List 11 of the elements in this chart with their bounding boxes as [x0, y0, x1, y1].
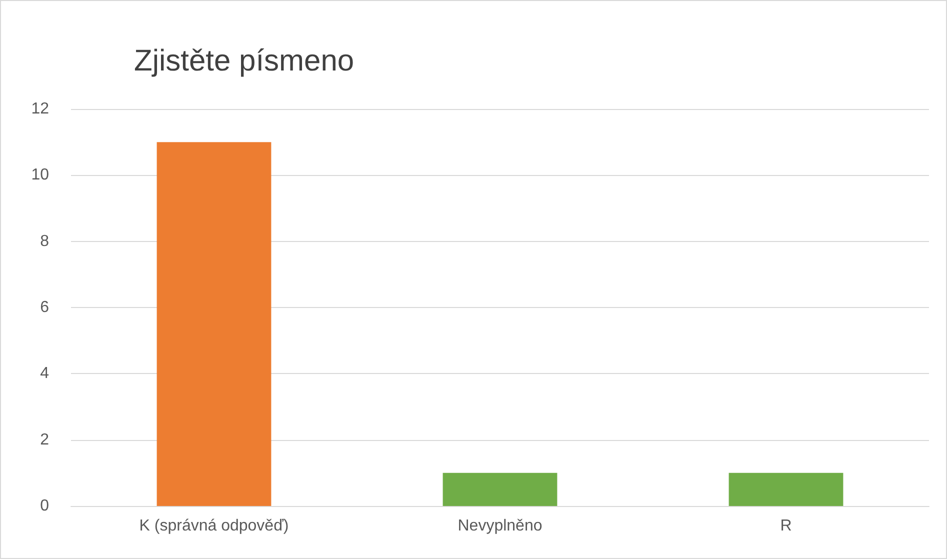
y-tick-label: 4: [40, 365, 50, 382]
y-tick-label: 12: [31, 100, 50, 118]
x-tick-label: Nevyplněno: [458, 518, 542, 534]
x-tick-label: K (správná odpověď): [139, 518, 289, 534]
y-tick-label: 0: [40, 498, 50, 514]
y-tick-label: 10: [31, 166, 50, 184]
y-tick-label: 6: [40, 299, 50, 316]
y-tick-label: 2: [40, 431, 50, 448]
y-tick-label: 8: [40, 232, 50, 250]
chart-title: Zjistěte písmeno: [134, 44, 354, 78]
x-tick-label: R: [780, 518, 792, 534]
